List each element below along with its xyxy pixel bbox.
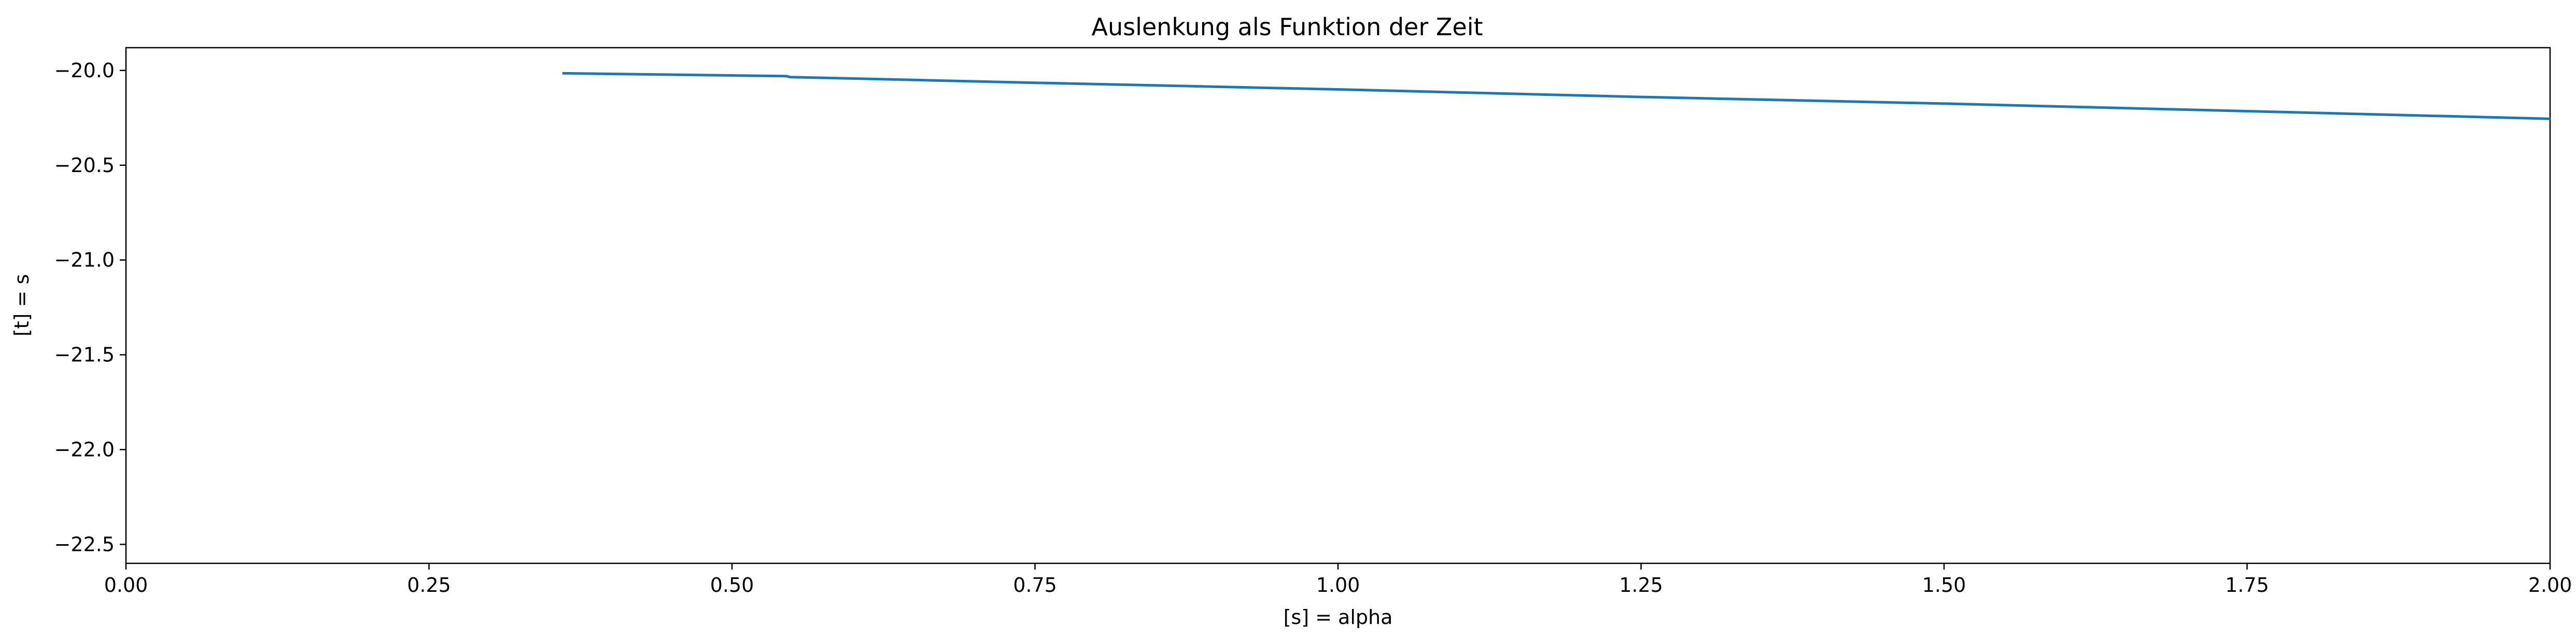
x-axis: 0.00 0.25 0.50 0.75 1.00 1.25 1.50 1.75 2.00 (104, 563, 2572, 597)
y-tick-label: −21.0 (54, 249, 115, 272)
y-axis: −20.0 −20.5 −21.0 −21.5 −22.0 −22.5 (54, 59, 126, 556)
x-tick-label: 0.00 (104, 574, 148, 597)
x-tick-label: 1.50 (1922, 574, 1966, 597)
x-tick-label: 1.25 (1619, 574, 1663, 597)
series-line-0 (562, 72, 2551, 120)
series-layer (562, 72, 2551, 120)
y-tick-label: −22.0 (54, 438, 115, 461)
y-tick-label: −20.0 (54, 59, 115, 82)
y-tick-label: −22.5 (54, 533, 115, 556)
y-tick-label: −20.5 (54, 154, 115, 177)
x-tick-label: 0.25 (407, 574, 451, 597)
y-axis-label: [t] = s (10, 274, 33, 336)
x-tick-label: 1.75 (2225, 574, 2269, 597)
x-tick-label: 2.00 (2528, 574, 2572, 597)
x-tick-label: 1.00 (1316, 574, 1360, 597)
x-axis-label: [s] = alpha (1284, 606, 1393, 629)
y-tick-label: −21.5 (54, 344, 115, 366)
x-tick-label: 0.75 (1013, 574, 1057, 597)
chart-title: Auslenkung als Funktion der Zeit (1091, 13, 1483, 41)
x-tick-label: 0.50 (710, 574, 754, 597)
